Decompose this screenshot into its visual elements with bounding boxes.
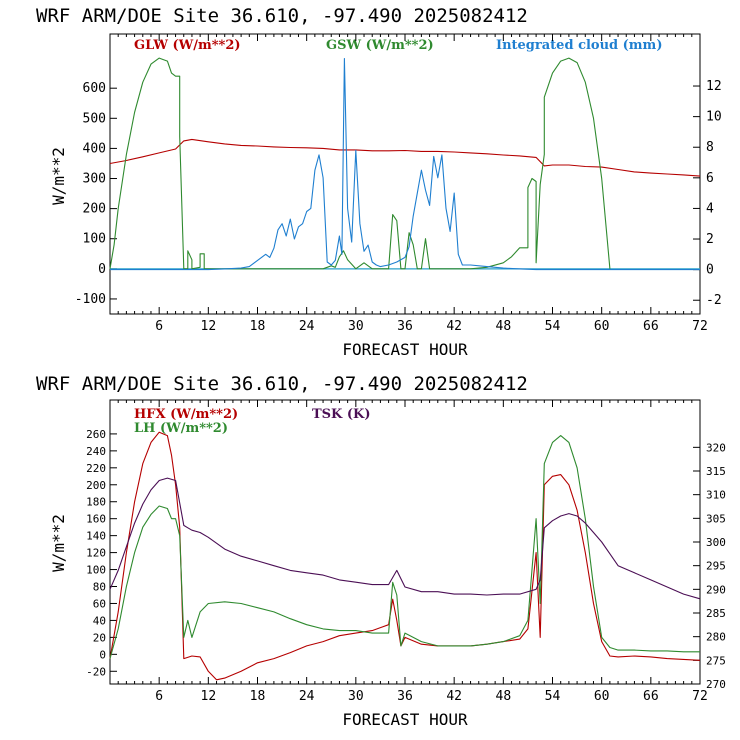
series-line-gsw [109,57,611,270]
series-line-integrated [110,57,700,271]
y2-tick-label: 280 [706,631,726,644]
chart-bottom: WRF ARM/DOE Site 36.610, -97.490 2025082… [36,373,726,729]
chart-top-frame [109,33,701,315]
x-tick-label: 66 [643,689,659,704]
chart-top-legend: GLW (W/m**2) GSW (W/m**2) Integrated clo… [134,38,662,53]
chart-bottom-series [109,431,701,681]
y2-tick-label: 275 [706,654,726,667]
x-tick-label: 6 [155,689,163,704]
series-line-tsk [109,477,701,600]
y2-tick-label: -2 [706,293,722,308]
chart-bottom-frame [109,399,701,685]
x-tick-label: 24 [299,689,315,704]
y-tick-label: -100 [75,292,106,307]
y2-tick-label: 320 [706,441,726,454]
y2-tick-label: 295 [706,560,726,573]
y2-tick-label: 10 [706,110,722,125]
y-tick-label: 160 [86,513,106,526]
chart-top-y-axis-label: W/m**2 [49,147,68,205]
series-line-hfx [109,431,701,681]
x-tick-label: 36 [397,319,413,334]
y2-tick-label: 305 [706,512,726,525]
chart-bottom-x-axis-label: FORECAST HOUR [342,710,468,729]
x-tick-label: 30 [348,689,364,704]
legend-tsk: TSK (K) [312,407,371,422]
legend-integrated-cloud: Integrated cloud (mm) [496,38,662,53]
legend-glw: GLW (W/m**2) [134,38,241,53]
chart-top: WRF ARM/DOE Site 36.610, -97.490 2025082… [36,5,722,359]
x-tick-label: 12 [201,319,217,334]
y-tick-label: 100 [83,232,106,247]
y-tick-label: 120 [86,547,106,560]
x-tick-label: 18 [250,319,266,334]
y-tick-label: 400 [83,141,106,156]
x-tick-label: 60 [594,319,610,334]
y-tick-label: 200 [86,479,106,492]
x-tick-label: 48 [496,319,512,334]
y2-tick-label: 290 [706,583,726,596]
series-line-glw [109,138,701,177]
y-tick-label: 40 [93,614,106,627]
chart-bottom-x-ticks: 6 12 18 24 30 36 42 48 54 60 66 72 [117,400,708,704]
y-tick-label: 100 [86,564,106,577]
legend-gsw: GSW (W/m**2) [326,38,434,53]
x-tick-label: 36 [397,689,413,704]
y-tick-label: 200 [83,202,106,217]
chart-bottom-legend: HFX (W/m**2) LH (W/m**2) TSK (K) [134,407,371,436]
y-tick-label: 180 [86,496,106,509]
series-line-lh [109,435,700,659]
x-tick-label: 72 [692,319,708,334]
x-tick-label: 24 [299,319,315,334]
x-tick-label: 72 [692,689,708,704]
chart-top-series [109,57,701,271]
chart-top-y2-ticks: -2 0 2 4 6 8 10 12 [693,79,722,308]
y2-tick-label: 8 [706,140,714,155]
y-tick-label: 260 [86,428,106,441]
y-tick-label: 20 [93,631,106,644]
y-tick-label: 140 [86,530,106,543]
x-tick-label: 18 [250,689,266,704]
chart-top-x-axis-label: FORECAST HOUR [342,340,468,359]
legend-hfx: HFX (W/m**2) [134,407,238,422]
x-tick-label: 42 [446,689,462,704]
y-tick-label: 240 [86,445,106,458]
y2-tick-label: 270 [706,678,726,691]
chart-bottom-title: WRF ARM/DOE Site 36.610, -97.490 2025082… [36,373,528,395]
y-tick-label: 0 [98,262,106,277]
y-tick-label: 60 [93,597,106,610]
chart-top-y-ticks: -100 0 100 200 300 400 500 600 [75,81,117,307]
chart-bottom-y-ticks: -20 0 20 40 60 80 100 120 140 160 180 200 220 240 260 [86,428,117,678]
chart-top-title: WRF ARM/DOE Site 36.610, -97.490 2025082… [36,5,528,27]
chart-bottom-y-axis-label: W/m**2 [49,514,68,572]
x-tick-label: 12 [201,689,217,704]
y2-tick-label: 12 [706,79,722,94]
y2-tick-label: 310 [706,489,726,502]
x-tick-label: 54 [545,319,561,334]
x-tick-label: 42 [446,319,462,334]
y2-tick-label: 300 [706,536,726,549]
chart-top-x-ticks: 6 12 18 24 30 36 42 48 54 60 66 72 [117,34,708,334]
y-tick-label: -20 [86,665,106,678]
y-tick-label: 500 [83,111,106,126]
x-tick-label: 60 [594,689,610,704]
y2-tick-label: 315 [706,465,726,478]
x-tick-label: 54 [545,689,561,704]
y2-tick-label: 2 [706,232,714,247]
x-tick-label: 6 [155,319,163,334]
y2-tick-label: 0 [706,263,714,278]
x-tick-label: 48 [496,689,512,704]
x-tick-label: 30 [348,319,364,334]
y-tick-label: 220 [86,462,106,475]
x-tick-label: 66 [643,319,659,334]
y-tick-label: 600 [83,81,106,96]
y-tick-label: 0 [99,648,106,661]
y-tick-label: 300 [83,172,106,187]
y-tick-label: 80 [93,581,106,594]
y2-tick-label: 285 [706,607,726,620]
y2-tick-label: 4 [706,201,714,216]
y2-tick-label: 6 [706,171,714,186]
chart-bottom-y2-ticks: 270 275 280 285 290 295 300 305 310 315 320 [693,441,726,691]
legend-lh: LH (W/m**2) [134,421,228,436]
